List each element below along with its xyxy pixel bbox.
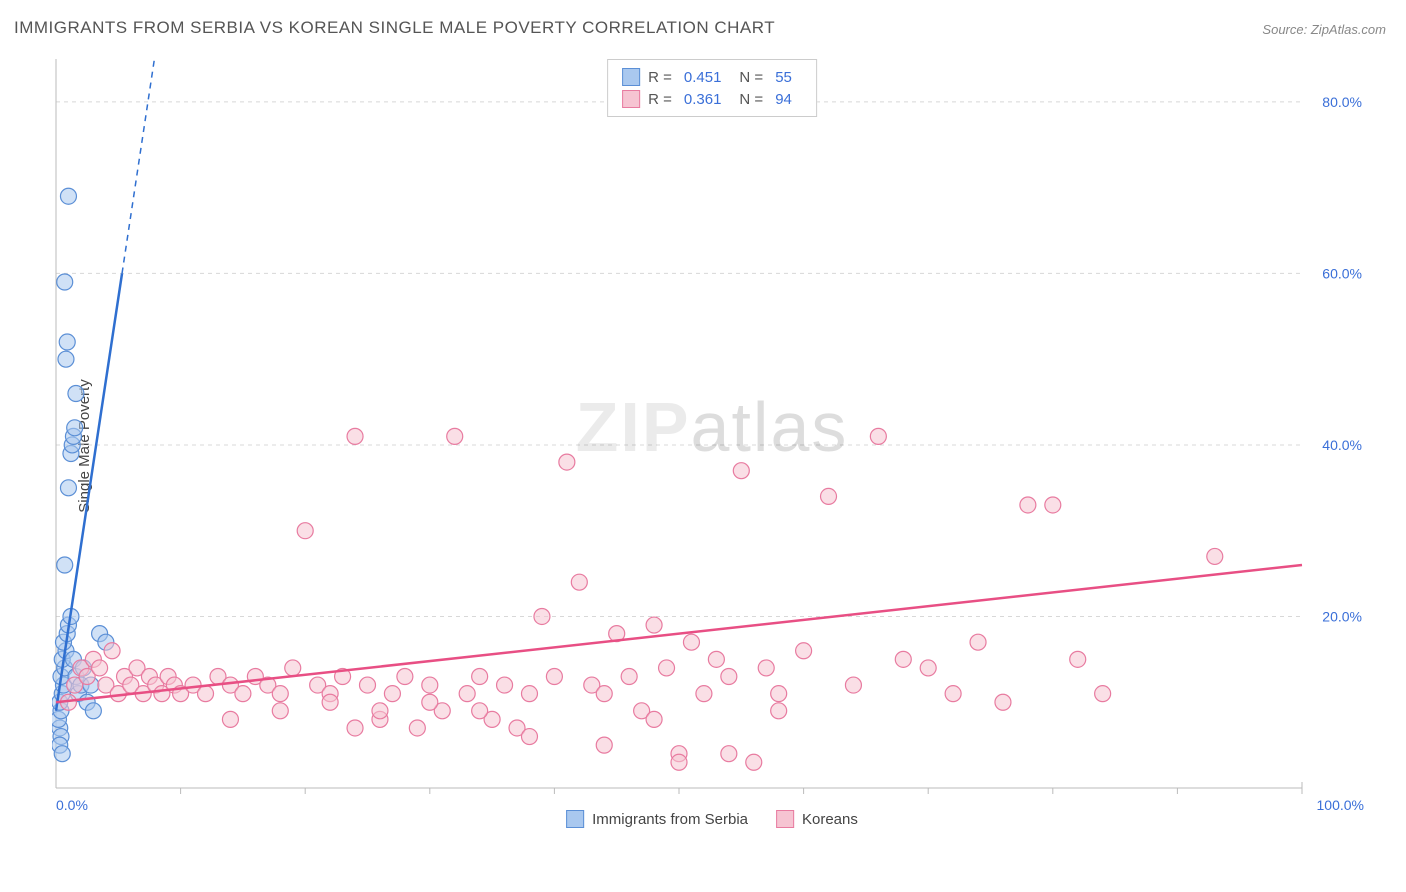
legend-label: Koreans: [802, 811, 858, 828]
stat-r-value: 0.361: [684, 91, 722, 108]
source-credit: Source: ZipAtlas.com: [1262, 22, 1386, 37]
legend-stat-row: R = 0.451 N = 55: [622, 66, 802, 88]
plot-area: 20.0%40.0%60.0%80.0%0.0%100.0% ZIPatlas …: [52, 55, 1372, 830]
legend-item: Koreans: [776, 810, 858, 828]
stat-r-label: R =: [648, 91, 672, 108]
stat-r-label: R =: [648, 69, 672, 86]
stat-r-value: 0.451: [684, 69, 722, 86]
legend-swatch: [776, 810, 794, 828]
legend-swatch: [622, 68, 640, 86]
svg-text:80.0%: 80.0%: [1322, 94, 1362, 110]
scatter-chart: 20.0% 40.0% 60.0% 80.0% 0.0% 100.0%: [52, 55, 1372, 830]
stat-n-value: 94: [775, 91, 792, 108]
legend-stat-row: R = 0.361 N = 94: [622, 88, 802, 110]
stat-n-label: N =: [739, 69, 763, 86]
legend-item: Immigrants from Serbia: [566, 810, 748, 828]
svg-text:20.0%: 20.0%: [1322, 608, 1362, 624]
chart-title: IMMIGRANTS FROM SERBIA VS KOREAN SINGLE …: [14, 18, 775, 38]
svg-text:40.0%: 40.0%: [1322, 437, 1362, 453]
source-value: ZipAtlas.com: [1311, 22, 1386, 37]
svg-text:100.0%: 100.0%: [1317, 797, 1364, 813]
stat-n-label: N =: [739, 91, 763, 108]
legend-swatch: [622, 90, 640, 108]
source-label: Source:: [1262, 22, 1307, 37]
svg-text:60.0%: 60.0%: [1322, 265, 1362, 281]
legend-label: Immigrants from Serbia: [592, 811, 748, 828]
stat-n-value: 55: [775, 69, 792, 86]
legend-swatch: [566, 810, 584, 828]
svg-text:0.0%: 0.0%: [56, 797, 88, 813]
legend-stats: R = 0.451 N = 55 R = 0.361 N = 94: [607, 59, 817, 117]
legend-series: Immigrants from Serbia Koreans: [566, 810, 858, 828]
